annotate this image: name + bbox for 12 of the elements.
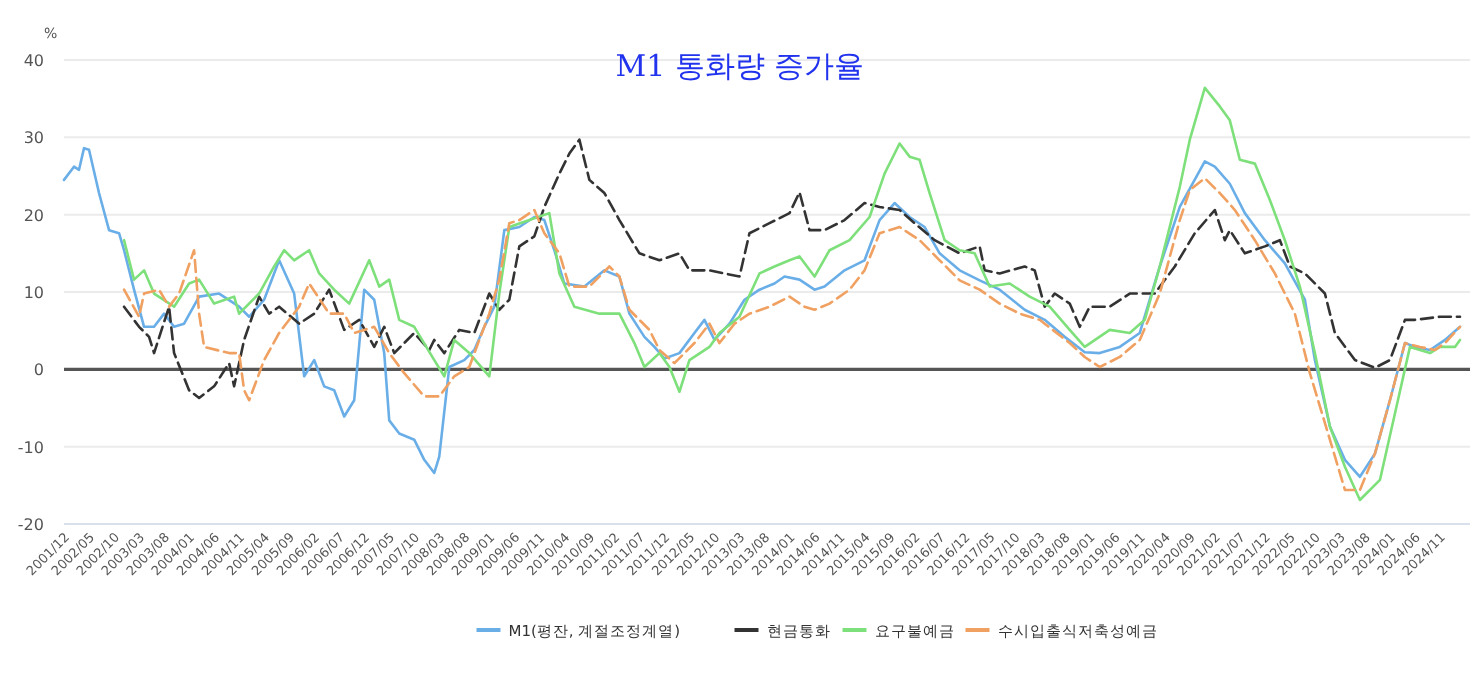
line-series [122, 138, 1462, 400]
line-series [122, 86, 1462, 502]
y-tick-label: -20 [17, 516, 44, 534]
line-series [122, 177, 1462, 492]
y-tick-label: 30 [23, 129, 44, 148]
y-tick-label: 20 [23, 206, 44, 225]
chart-title: M1 통화량 증가율 [615, 48, 865, 84]
line-series [62, 146, 1462, 479]
y-tick-label: -10 [17, 438, 44, 457]
y-tick-label: 10 [23, 284, 44, 302]
y-tick-label: 40 [23, 52, 44, 70]
y-tick-label: 0 [33, 361, 44, 380]
